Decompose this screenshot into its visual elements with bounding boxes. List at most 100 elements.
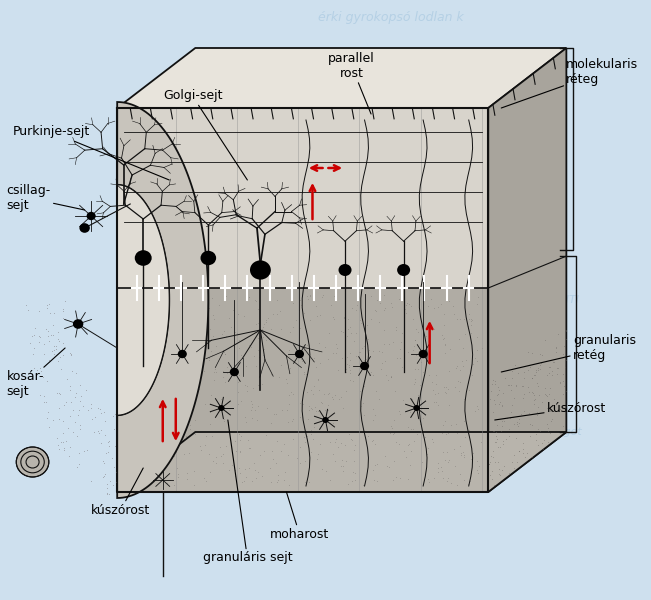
Point	[444, 366, 454, 376]
Point	[169, 481, 179, 490]
Point	[210, 364, 220, 374]
Point	[340, 364, 351, 373]
Point	[170, 310, 180, 319]
Point	[215, 394, 226, 404]
Point	[204, 449, 214, 459]
Point	[211, 458, 221, 468]
Point	[271, 477, 282, 487]
Point	[148, 363, 159, 373]
Point	[335, 392, 346, 402]
Point	[242, 382, 253, 391]
Point	[458, 314, 469, 323]
Point	[128, 438, 138, 448]
Point	[366, 314, 376, 324]
Point	[135, 373, 145, 382]
Point	[258, 332, 268, 342]
Point	[141, 461, 152, 471]
Text: moharost: moharost	[270, 492, 329, 541]
Point	[167, 308, 177, 318]
Point	[426, 377, 437, 387]
Point	[315, 311, 326, 320]
Point	[268, 310, 279, 319]
Point	[247, 413, 258, 423]
Point	[309, 353, 320, 363]
Point	[328, 312, 339, 322]
Point	[250, 295, 260, 304]
Point	[253, 467, 263, 477]
Point	[186, 395, 196, 404]
Point	[472, 466, 482, 475]
Point	[236, 396, 246, 406]
Point	[454, 386, 464, 395]
Point	[381, 461, 392, 471]
Point	[272, 436, 283, 446]
Text: ANTI: ANTI	[521, 235, 547, 245]
Point	[381, 371, 391, 380]
Point	[340, 292, 350, 301]
Point	[274, 373, 284, 382]
Point	[301, 388, 312, 397]
Point	[350, 475, 360, 485]
Point	[409, 436, 419, 446]
Point	[180, 433, 191, 443]
Point	[285, 364, 296, 373]
Point	[309, 295, 319, 305]
Point	[296, 354, 306, 364]
Point	[286, 387, 297, 397]
Point	[146, 408, 156, 418]
Point	[321, 466, 331, 476]
Point	[222, 368, 232, 377]
Point	[324, 329, 334, 338]
Point	[433, 400, 443, 410]
Point	[228, 305, 238, 315]
Point	[345, 368, 355, 377]
Point	[139, 355, 149, 364]
Point	[368, 404, 378, 413]
Circle shape	[73, 319, 83, 329]
Point	[378, 325, 389, 334]
Point	[456, 448, 467, 458]
Point	[314, 385, 325, 394]
Point	[443, 428, 453, 438]
Point	[147, 313, 158, 322]
Point	[261, 430, 271, 440]
Point	[295, 412, 305, 422]
Point	[203, 304, 214, 313]
Point	[328, 291, 339, 301]
Point	[240, 472, 251, 482]
Point	[394, 439, 404, 448]
Point	[243, 443, 254, 453]
Point	[428, 398, 439, 407]
Point	[322, 400, 333, 409]
Point	[232, 310, 243, 319]
Point	[244, 292, 255, 302]
Point	[318, 411, 328, 421]
Point	[355, 316, 365, 325]
Point	[437, 473, 448, 483]
Point	[238, 311, 249, 321]
Point	[331, 340, 341, 349]
Point	[151, 398, 161, 408]
Point	[219, 414, 230, 424]
Point	[266, 370, 277, 379]
Point	[244, 340, 255, 350]
Point	[334, 395, 344, 404]
Point	[451, 480, 462, 490]
Point	[363, 334, 373, 344]
Point	[174, 400, 185, 409]
Point	[359, 341, 369, 351]
Point	[200, 440, 210, 449]
Point	[189, 480, 199, 490]
Point	[342, 314, 353, 324]
Text: kúszórost: kúszórost	[91, 468, 150, 517]
Point	[250, 466, 260, 475]
Point	[472, 356, 482, 366]
Point	[144, 359, 154, 369]
Point	[395, 353, 405, 362]
Point	[436, 462, 447, 472]
Point	[470, 353, 480, 362]
Point	[430, 389, 440, 398]
Point	[203, 355, 214, 364]
Text: érki gyrokopsó lodlan k: érki gyrokopsó lodlan k	[318, 11, 464, 25]
Point	[230, 328, 240, 337]
